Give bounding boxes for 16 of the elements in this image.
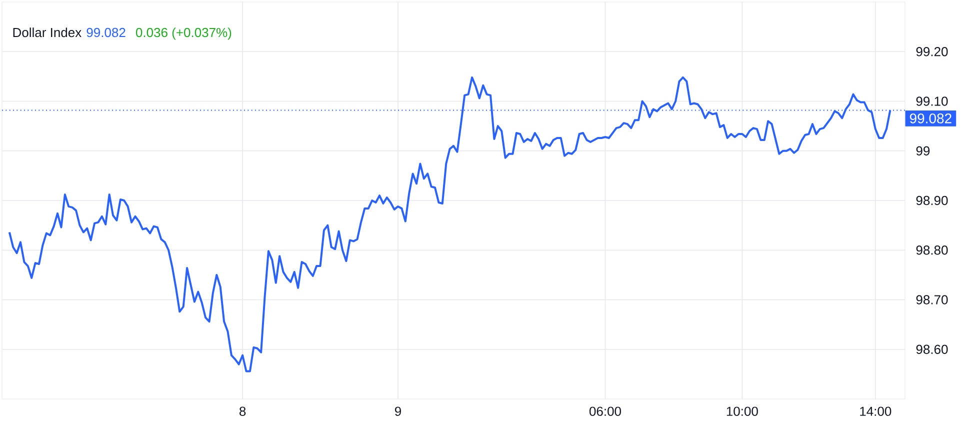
ref-line-label: 99.082 xyxy=(910,113,952,124)
x-tick-label: 8 xyxy=(240,406,246,416)
y-tick-label: 99.10 xyxy=(916,96,948,106)
annotation: 99.082 xyxy=(86,28,126,38)
x-tick-label: 9 xyxy=(394,406,401,416)
y-tick-label: 98.60 xyxy=(916,344,948,354)
y-tick-label: 99 xyxy=(916,146,930,156)
y-tick-label: 98.80 xyxy=(916,246,948,255)
x-tick-label: 14:00 xyxy=(860,406,892,416)
text: Dollar Index xyxy=(13,28,82,38)
y-tick-label: 98.90 xyxy=(916,196,948,206)
y-tick-label: 98.70 xyxy=(916,295,948,304)
x-tick-label: 06:00 xyxy=(589,406,622,416)
y-tick-label: 99.20 xyxy=(916,47,948,56)
annotation: 0.036 (+0.037%) xyxy=(136,28,232,40)
x-tick-label: 10:00 xyxy=(726,406,758,416)
